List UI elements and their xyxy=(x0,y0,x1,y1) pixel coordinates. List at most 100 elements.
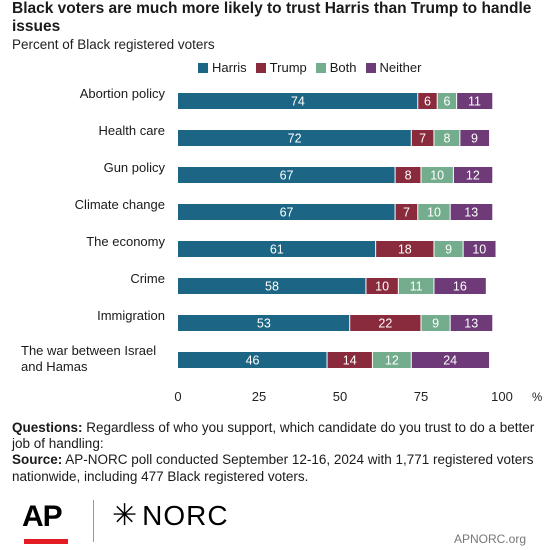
ap-logo: AP xyxy=(22,500,63,533)
category-label: Health care xyxy=(99,123,165,138)
questions-text: Regardless of who you support, which can… xyxy=(12,420,535,452)
bar-harris xyxy=(178,130,412,146)
category-label: Climate change xyxy=(75,197,165,212)
bar-value-label: 9 xyxy=(471,132,478,146)
x-tick-label: 50 xyxy=(333,389,347,404)
bar-value-label: 6 xyxy=(443,95,450,109)
bar-harris xyxy=(178,93,418,109)
legend-item-both: Both xyxy=(315,60,357,75)
footer-url: APNORC.org xyxy=(453,532,526,546)
bar-harris xyxy=(178,315,350,331)
bar-both xyxy=(421,167,454,183)
bar-value-label: 74 xyxy=(291,95,305,109)
bar-trump xyxy=(395,204,418,220)
bar-both xyxy=(433,130,460,146)
bar-value-label: 61 xyxy=(270,243,284,257)
bar-neither xyxy=(456,93,493,109)
legend-item-neither: Neither xyxy=(365,60,421,75)
bar-value-label: 8 xyxy=(443,132,450,146)
bar-trump xyxy=(365,278,399,294)
bar-value-label: 8 xyxy=(405,169,412,183)
bar-value-label: 46 xyxy=(246,354,260,368)
bar-value-label: 12 xyxy=(385,354,399,368)
source-note: Source: AP-NORC poll conducted September… xyxy=(12,452,542,484)
bar-neither xyxy=(411,352,490,368)
legend-label: Both xyxy=(329,60,357,75)
chart-title: Black voters are much more likely to tru… xyxy=(12,0,532,35)
norc-logo-text: NORC xyxy=(142,500,229,531)
bar-neither xyxy=(450,204,493,220)
chart-legend: Harris Trump Both Neither xyxy=(198,60,430,75)
bar-value-label: 7 xyxy=(403,206,410,220)
bar-value-label: 12 xyxy=(466,169,480,183)
bar-harris xyxy=(178,352,328,368)
legend-swatch xyxy=(365,62,376,73)
legend-swatch xyxy=(255,62,266,73)
bar-both xyxy=(372,352,412,368)
bar-neither xyxy=(463,241,496,257)
legend-swatch xyxy=(315,62,326,73)
bar-both xyxy=(433,241,464,257)
category-label: Crime xyxy=(130,271,165,286)
bar-value-label: 58 xyxy=(265,280,279,294)
bar-trump xyxy=(375,241,434,257)
bar-value-label: 16 xyxy=(453,280,467,294)
bar-value-label: 13 xyxy=(464,317,478,331)
bar-value-label: 14 xyxy=(343,354,357,368)
bar-harris xyxy=(178,204,396,220)
bar-value-label: 6 xyxy=(424,95,431,109)
logo-divider xyxy=(93,500,94,542)
norc-logo: ✳ NORC xyxy=(112,500,229,532)
bar-value-label: 11 xyxy=(410,280,423,294)
x-tick-label: 25 xyxy=(252,389,266,404)
bar-value-label: 10 xyxy=(427,206,441,220)
bar-neither xyxy=(450,315,493,331)
bar-neither xyxy=(459,130,490,146)
x-axis-unit: % xyxy=(532,392,542,404)
bar-value-label: 22 xyxy=(378,317,392,331)
source-text: AP-NORC poll conducted September 12-16, … xyxy=(12,452,534,484)
norc-star-icon: ✳ xyxy=(112,499,139,532)
bar-value-label: 9 xyxy=(432,317,439,331)
category-label: Abortion policy xyxy=(80,86,166,101)
chart-notes: Questions: Regardless of who you support… xyxy=(12,420,542,485)
x-tick-label: 75 xyxy=(414,389,428,404)
bar-value-label: 72 xyxy=(288,132,302,146)
bar-both xyxy=(398,278,434,294)
bar-neither xyxy=(453,167,493,183)
bar-value-label: 10 xyxy=(430,169,444,183)
x-tick-label: 0 xyxy=(174,389,181,404)
legend-swatch xyxy=(198,62,208,73)
bar-value-label: 10 xyxy=(472,243,486,257)
bar-trump xyxy=(327,352,373,368)
bar-harris xyxy=(178,167,396,183)
category-label: Gun policy xyxy=(104,160,166,175)
bar-value-label: 24 xyxy=(443,354,457,368)
x-tick-label: 100 xyxy=(491,389,513,404)
legend-label: Trump xyxy=(269,60,307,75)
bar-value-label: 11 xyxy=(468,95,481,109)
bar-both xyxy=(417,204,451,220)
questions-note: Questions: Regardless of who you support… xyxy=(12,420,542,452)
ap-logo-underline xyxy=(24,539,68,544)
bar-value-label: 7 xyxy=(419,132,426,146)
bar-both xyxy=(437,93,457,109)
legend-item-harris: Harris xyxy=(198,60,247,75)
bar-trump xyxy=(395,167,421,183)
bar-value-label: 13 xyxy=(464,206,478,220)
legend-label: Harris xyxy=(212,60,247,75)
legend-item-trump: Trump xyxy=(255,60,307,75)
bar-trump xyxy=(349,315,421,331)
bar-value-label: 67 xyxy=(280,169,294,183)
category-label: The war between Israel and Hamas xyxy=(21,343,156,374)
bar-both xyxy=(421,315,451,331)
category-label: The economy xyxy=(86,234,165,249)
bar-trump xyxy=(417,93,438,109)
bar-value-label: 18 xyxy=(398,243,412,257)
bar-value-label: 9 xyxy=(445,243,452,257)
questions-label: Questions: xyxy=(12,420,83,435)
chart-subtitle: Percent of Black registered voters xyxy=(12,37,215,52)
category-label: Immigration xyxy=(97,308,165,323)
source-label: Source: xyxy=(12,452,63,468)
